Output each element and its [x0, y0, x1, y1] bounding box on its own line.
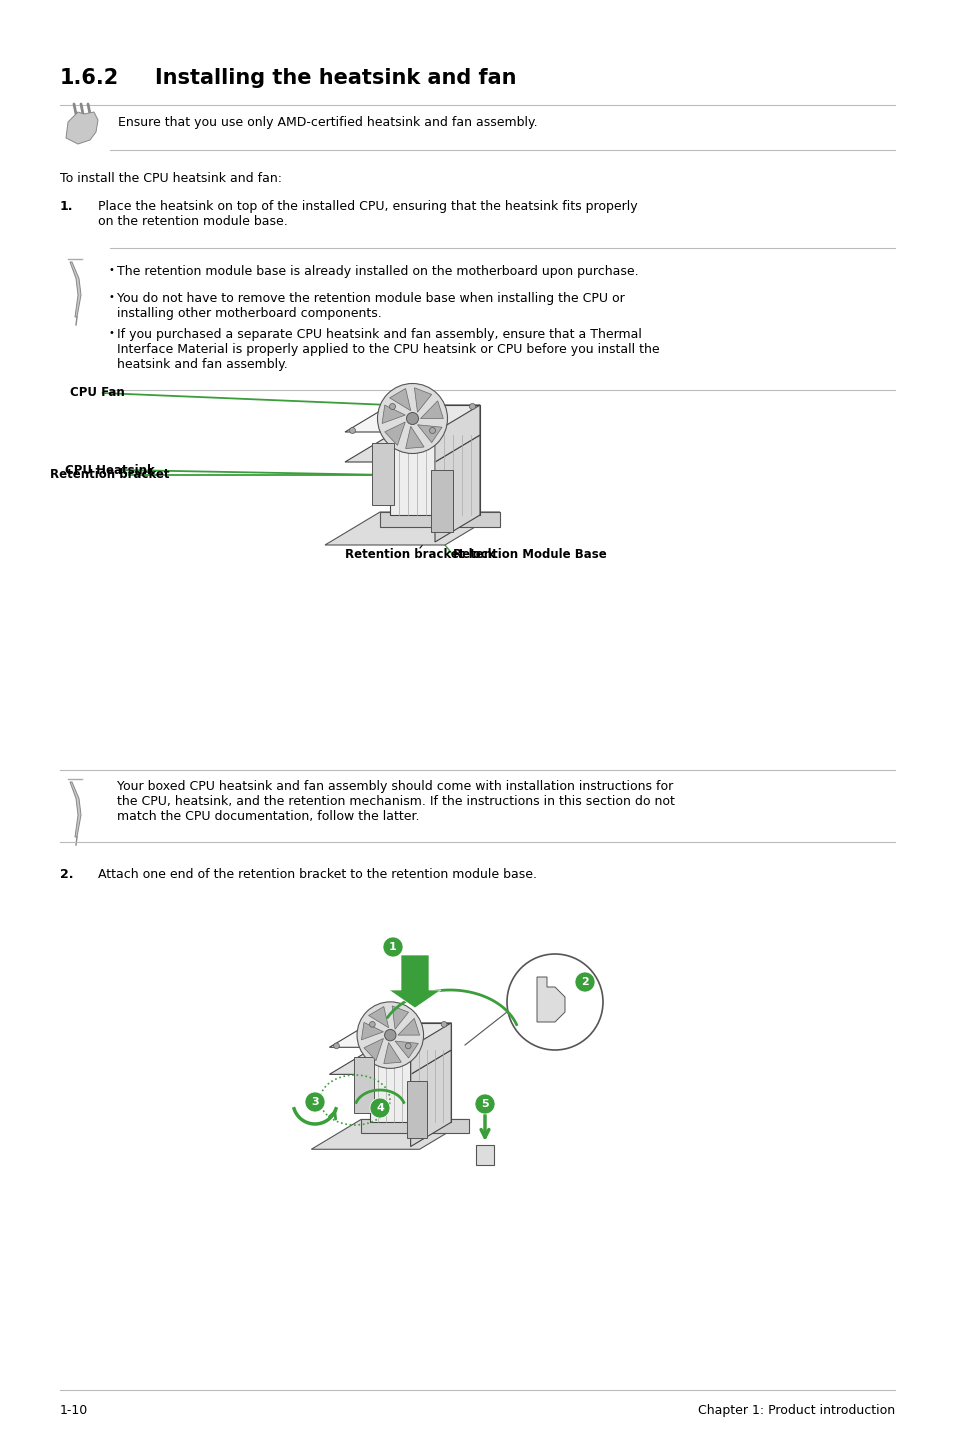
Polygon shape [345, 435, 479, 463]
Circle shape [389, 404, 395, 410]
Polygon shape [311, 1120, 469, 1150]
Circle shape [377, 384, 447, 454]
Polygon shape [325, 513, 499, 546]
Text: 2.: 2. [60, 868, 73, 881]
Text: Ensure that you use only AMD-certified heatsink and fan assembly.: Ensure that you use only AMD-certified h… [118, 116, 537, 129]
Polygon shape [406, 1081, 426, 1137]
Circle shape [356, 1002, 423, 1068]
Polygon shape [390, 435, 479, 516]
Circle shape [506, 954, 602, 1050]
Text: 1.6.2: 1.6.2 [60, 67, 119, 87]
Text: •: • [109, 265, 114, 275]
Circle shape [475, 1094, 495, 1114]
Text: Retention Module Base: Retention Module Base [453, 548, 606, 561]
Polygon shape [379, 513, 499, 527]
Polygon shape [392, 1005, 408, 1030]
Polygon shape [372, 442, 394, 505]
Circle shape [305, 1093, 325, 1113]
Polygon shape [383, 1042, 401, 1064]
Text: 3: 3 [311, 1097, 318, 1107]
Polygon shape [431, 470, 453, 533]
Polygon shape [435, 405, 479, 463]
Polygon shape [70, 262, 81, 316]
Polygon shape [397, 1018, 419, 1035]
Polygon shape [537, 977, 564, 1022]
Polygon shape [414, 388, 432, 412]
Circle shape [334, 1042, 339, 1048]
Polygon shape [368, 1007, 388, 1028]
Circle shape [405, 1042, 411, 1048]
Circle shape [369, 1021, 375, 1027]
Polygon shape [390, 405, 479, 435]
Polygon shape [370, 1022, 451, 1050]
Text: If you purchased a separate CPU heatsink and fan assembly, ensure that a Thermal: If you purchased a separate CPU heatsink… [117, 328, 659, 371]
Polygon shape [435, 435, 479, 541]
Polygon shape [384, 422, 405, 445]
Polygon shape [361, 1022, 383, 1040]
Polygon shape [354, 1057, 374, 1113]
Circle shape [441, 1021, 447, 1027]
Text: Chapter 1: Product introduction: Chapter 1: Product introduction [698, 1403, 894, 1418]
Circle shape [429, 428, 435, 434]
Polygon shape [370, 1050, 451, 1123]
Text: 4: 4 [375, 1103, 383, 1113]
Circle shape [382, 937, 402, 957]
Polygon shape [360, 1120, 469, 1133]
Text: 2: 2 [580, 977, 588, 987]
Text: Attach one end of the retention bracket to the retention module base.: Attach one end of the retention bracket … [98, 868, 537, 881]
Polygon shape [410, 1050, 451, 1147]
Polygon shape [382, 405, 405, 424]
Text: •: • [109, 328, 114, 338]
Text: You do not have to remove the retention module base when installing the CPU or
i: You do not have to remove the retention … [117, 292, 624, 319]
Text: The retention module base is already installed on the motherboard upon purchase.: The retention module base is already ins… [117, 265, 638, 278]
Polygon shape [389, 388, 411, 411]
Text: •: • [109, 292, 114, 302]
Circle shape [575, 972, 595, 992]
Polygon shape [410, 1022, 451, 1074]
Polygon shape [389, 955, 440, 1008]
Polygon shape [405, 427, 424, 448]
Text: CPU Heatsink: CPU Heatsink [65, 464, 154, 477]
Text: 5: 5 [480, 1098, 488, 1108]
Text: Place the heatsink on top of the installed CPU, ensuring that the heatsink fits : Place the heatsink on top of the install… [98, 200, 637, 228]
Polygon shape [420, 401, 443, 418]
Circle shape [469, 404, 475, 410]
Text: Retention bracket lock: Retention bracket lock [344, 548, 495, 561]
Polygon shape [66, 112, 98, 145]
Text: 1-10: 1-10 [60, 1403, 89, 1418]
Circle shape [349, 428, 355, 434]
Circle shape [406, 412, 418, 424]
Text: CPU Fan: CPU Fan [70, 387, 125, 400]
Polygon shape [363, 1038, 383, 1061]
Circle shape [370, 1098, 390, 1118]
Text: Installing the heatsink and fan: Installing the heatsink and fan [154, 67, 516, 87]
Polygon shape [345, 405, 479, 432]
Polygon shape [329, 1022, 451, 1047]
Text: 1.: 1. [60, 200, 73, 213]
Polygon shape [70, 782, 81, 836]
Text: To install the CPU heatsink and fan:: To install the CPU heatsink and fan: [60, 172, 282, 185]
Polygon shape [329, 1050, 451, 1074]
FancyBboxPatch shape [476, 1146, 494, 1166]
Text: 1: 1 [389, 942, 396, 952]
Text: Your boxed CPU heatsink and fan assembly should come with installation instructi: Your boxed CPU heatsink and fan assembly… [117, 780, 674, 823]
Polygon shape [417, 425, 441, 442]
Circle shape [384, 1030, 395, 1041]
Polygon shape [395, 1041, 418, 1058]
Text: Retention bracket: Retention bracket [50, 468, 170, 481]
